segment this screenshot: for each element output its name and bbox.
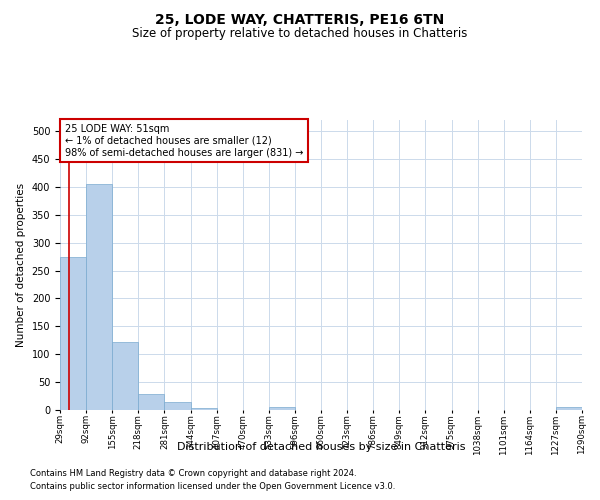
- Text: Distribution of detached houses by size in Chatteris: Distribution of detached houses by size …: [177, 442, 465, 452]
- Bar: [164, 402, 191, 410]
- Bar: [139, 394, 164, 410]
- Text: 25 LODE WAY: 51sqm
← 1% of detached houses are smaller (12)
98% of semi-detached: 25 LODE WAY: 51sqm ← 1% of detached hous…: [65, 124, 304, 158]
- Bar: [269, 407, 295, 410]
- Bar: [86, 184, 112, 410]
- Text: Contains HM Land Registry data © Crown copyright and database right 2024.: Contains HM Land Registry data © Crown c…: [30, 468, 356, 477]
- Text: Contains public sector information licensed under the Open Government Licence v3: Contains public sector information licen…: [30, 482, 395, 491]
- Text: Size of property relative to detached houses in Chatteris: Size of property relative to detached ho…: [133, 28, 467, 40]
- Y-axis label: Number of detached properties: Number of detached properties: [16, 183, 26, 347]
- Text: 25, LODE WAY, CHATTERIS, PE16 6TN: 25, LODE WAY, CHATTERIS, PE16 6TN: [155, 12, 445, 26]
- Bar: [556, 407, 582, 410]
- Bar: [191, 408, 217, 410]
- Bar: [112, 342, 139, 410]
- Bar: [60, 256, 86, 410]
